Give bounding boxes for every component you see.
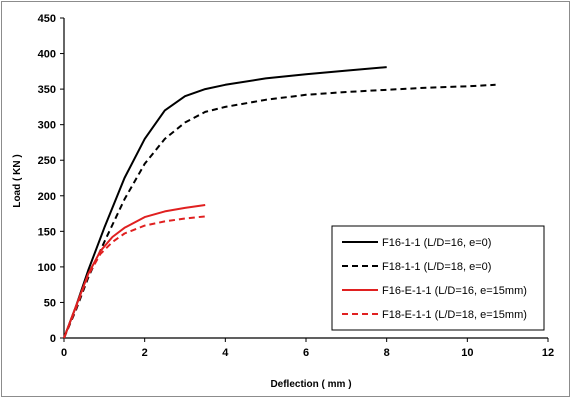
x-tick-label: 10 — [461, 347, 473, 359]
series-line-1 — [63, 66, 387, 339]
tick-labels: 0 50 100 150 200 250 300 350 400 450 0 2 4 6 8 10 12 — [38, 13, 554, 359]
series-lines — [63, 66, 496, 339]
y-tick-label: 250 — [38, 155, 56, 167]
y-tick-label: 350 — [38, 84, 56, 96]
legend-label-4: F18-E-1-1 (L/D=18, e=15mm) — [382, 309, 527, 321]
legend-label-2: F18-1-1 (L/D=18, e=0) — [382, 261, 491, 273]
legend-label-3: F16-E-1-1 (L/D=16, e=15mm) — [382, 285, 527, 297]
y-tick-label: 50 — [44, 297, 56, 309]
y-tick-label: 0 — [50, 333, 56, 345]
y-tick-label: 100 — [38, 262, 56, 274]
x-tick-label: 6 — [303, 347, 309, 359]
y-tick-label: 150 — [38, 226, 56, 238]
series-line-3 — [63, 204, 206, 339]
y-tick-label: 300 — [38, 120, 56, 132]
x-tick-label: 12 — [542, 347, 554, 359]
series-line-4 — [63, 215, 206, 339]
x-tick-label: 2 — [142, 347, 148, 359]
legend-box — [331, 225, 545, 331]
axes — [60, 17, 549, 342]
x-tick-label: 4 — [222, 347, 229, 359]
legend-label-1: F16-1-1 (L/D=16, e=0) — [382, 237, 491, 249]
y-tick-label: 400 — [38, 49, 56, 61]
legend: F16-1-1 (L/D=16, e=0) F18-1-1 (L/D=18, e=… — [331, 225, 545, 331]
y-tick-label: 450 — [38, 13, 56, 25]
y-axis-title: Load ( KN ) — [12, 154, 23, 207]
x-axis-title: Deflection ( mm ) — [270, 379, 351, 390]
y-tick-label: 200 — [38, 191, 56, 203]
x-tick-label: 8 — [384, 347, 390, 359]
x-tick-label: 0 — [61, 347, 67, 359]
